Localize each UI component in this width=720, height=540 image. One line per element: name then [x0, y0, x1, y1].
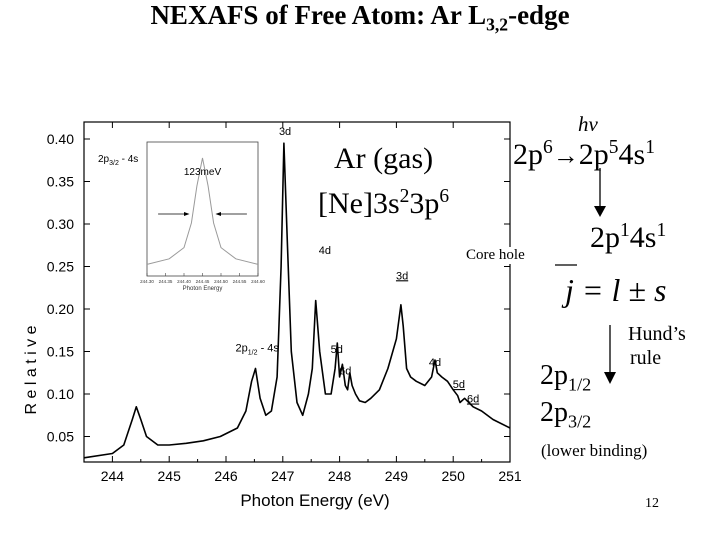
config-sup-b: 6 [439, 186, 450, 207]
config-part-b: 3p [409, 187, 440, 220]
lower-binding-label: (lower binding) [541, 441, 648, 460]
spectrum-line [83, 142, 511, 459]
p32-sub: 3/2 [568, 411, 592, 432]
fwhm-head-right [215, 212, 221, 216]
transition-part-a: 2p [513, 138, 543, 171]
inset-x-label: Photon Energy [183, 286, 223, 292]
transition-label: 2p6→2p54s1 [513, 137, 655, 172]
peak-label: 3d [396, 270, 408, 282]
x-tick-label: 250 [442, 468, 466, 484]
title-main: NEXAFS of Free Atom: Ar L [150, 0, 487, 30]
title-tail: -edge [508, 0, 570, 30]
final-part-a: 2p [590, 221, 620, 254]
x-tick-label: 246 [214, 468, 238, 484]
x-tick-label: 251 [498, 468, 522, 484]
electron-config: [Ne]3s23p6 [318, 186, 449, 221]
inset-peak-label: 2p3/2 - 4s [98, 154, 138, 167]
p32-label: 2p3/2 [540, 397, 591, 433]
x-tick-label: 245 [158, 468, 182, 484]
jls-arrow-head [604, 372, 616, 384]
final-sup-a: 1 [620, 220, 630, 241]
x-tick-label: 249 [385, 468, 409, 484]
sample-label: Ar (gas) [334, 142, 434, 175]
config-part-a: [Ne]3s [318, 187, 400, 220]
y-tick-label: 0.05 [47, 429, 74, 445]
inset-tick-label: 244.35 [159, 279, 173, 284]
transition-sup-a: 6 [543, 137, 553, 158]
inset-frame [146, 141, 259, 277]
inset-width-label: 123meV [184, 167, 222, 178]
inset-tick-label: 244.30 [140, 279, 154, 284]
inset-tick-label: 244.50 [214, 279, 228, 284]
p32-main: 2p [540, 397, 568, 428]
transition-sup-b: 5 [608, 137, 619, 158]
peak-label: 2p1/2 - 4s [236, 343, 280, 357]
peak-label: 5d [331, 344, 343, 356]
hv-label: hν [578, 112, 598, 136]
inset-curve [146, 157, 259, 265]
transition-arrow: → [552, 141, 579, 170]
slide-title: NEXAFS of Free Atom: Ar L3,2-edge [0, 0, 720, 35]
hv-arrow-head [594, 206, 606, 217]
y-tick-label: 0.30 [47, 216, 74, 232]
peak-label: 4d [429, 357, 441, 369]
y-tick-label: 0.40 [47, 131, 74, 147]
hunds-line-1: Hund’s [628, 323, 686, 345]
x-tick-label: 244 [101, 468, 125, 484]
inset-tick-label: 244.55 [233, 279, 247, 284]
inset-tick-label: 244.45 [196, 279, 210, 284]
y-tick-label: 0.25 [47, 259, 74, 275]
core-hole-label: Core hole [466, 247, 525, 264]
final-sup-b: 1 [656, 220, 667, 241]
y-tick-label: 0.35 [47, 174, 74, 190]
title-subscript: 3,2 [486, 14, 509, 35]
transition-part-c: 4s [618, 138, 646, 171]
x-axis: 244 245 246 247 248 249 250 251 [83, 122, 522, 484]
peak-label: 4d [319, 245, 331, 257]
inset-plot: 244.30 244.35 244.40 244.45 244.50 244.55 244.… [98, 141, 265, 292]
page-number: 12 [645, 496, 659, 511]
config-sup-a: 2 [399, 186, 410, 207]
peak-label: 6d [467, 394, 479, 406]
inset-tick-label: 244.40 [177, 279, 191, 284]
final-part-b: 4s [629, 221, 657, 254]
peak-label: 5d [453, 379, 465, 391]
final-state-label: 2p14s1 [590, 220, 666, 255]
y-axis-label: R e l a t i v e [23, 325, 40, 414]
y-axis: 0.05 0.10 0.15 0.20 0.25 0.30 0.35 0.40 [47, 131, 510, 445]
y-tick-label: 0.15 [47, 344, 74, 360]
x-tick-label: 247 [271, 468, 295, 484]
p12-main: 2p [540, 360, 568, 391]
y-tick-label: 0.20 [47, 301, 74, 317]
transition-sup-c: 1 [645, 137, 655, 158]
x-axis-label: Photon Energy (eV) [240, 491, 389, 510]
peak-label: 3d [279, 126, 291, 138]
p12-sub: 1/2 [568, 374, 592, 395]
x-tick-label: 248 [328, 468, 352, 484]
transition-part-b: 2p [578, 138, 609, 171]
fwhm-head-left [184, 212, 190, 216]
series-group [83, 142, 511, 459]
jls-equation: j = l ± s [565, 272, 667, 308]
inset-tick-label: 244.60 [251, 279, 265, 284]
y-tick-label: 0.10 [47, 386, 74, 402]
peak-label: 6d [339, 365, 351, 377]
hunds-rule-label: Hund’s rule [628, 322, 686, 370]
hunds-line-2: rule [630, 347, 662, 369]
p12-label: 2p1/2 [540, 360, 591, 396]
